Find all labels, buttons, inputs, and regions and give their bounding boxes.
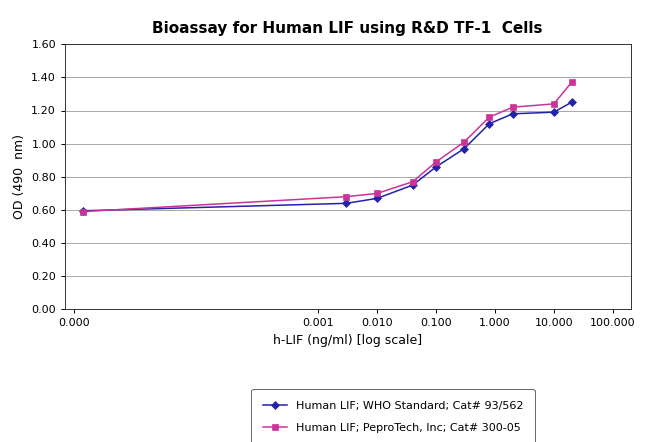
Human LIF; PeproTech, Inc; Cat# 300-05 [460, 139, 468, 145]
Human LIF; PeproTech, Inc; Cat# 300-05 [486, 114, 493, 120]
Y-axis label: OD (490  nm): OD (490 nm) [12, 134, 25, 219]
Human LIF; WHO Standard; Cat# 93/562 [373, 196, 381, 201]
Human LIF; WHO Standard; Cat# 93/562 [567, 99, 575, 105]
Human LIF; WHO Standard; Cat# 93/562 [432, 164, 440, 169]
Human LIF; PeproTech, Inc; Cat# 300-05 [79, 209, 86, 214]
Human LIF; PeproTech, Inc; Cat# 300-05 [550, 101, 558, 107]
Legend: Human LIF; WHO Standard; Cat# 93/562, Human LIF; PeproTech, Inc; Cat# 300-05: Human LIF; WHO Standard; Cat# 93/562, Hu… [252, 389, 534, 442]
Human LIF; PeproTech, Inc; Cat# 300-05 [343, 194, 350, 199]
Human LIF; WHO Standard; Cat# 93/562 [409, 183, 417, 188]
X-axis label: h-LIF (ng/ml) [log scale]: h-LIF (ng/ml) [log scale] [273, 334, 422, 347]
Human LIF; WHO Standard; Cat# 93/562 [343, 201, 350, 206]
Human LIF; WHO Standard; Cat# 93/562 [509, 111, 517, 116]
Line: Human LIF; WHO Standard; Cat# 93/562: Human LIF; WHO Standard; Cat# 93/562 [79, 99, 575, 214]
Human LIF; PeproTech, Inc; Cat# 300-05 [509, 104, 517, 110]
Human LIF; PeproTech, Inc; Cat# 300-05 [567, 80, 575, 85]
Title: Bioassay for Human LIF using R&D TF-1  Cells: Bioassay for Human LIF using R&D TF-1 Ce… [153, 21, 543, 36]
Human LIF; WHO Standard; Cat# 93/562 [550, 110, 558, 115]
Human LIF; PeproTech, Inc; Cat# 300-05 [409, 179, 417, 184]
Line: Human LIF; PeproTech, Inc; Cat# 300-05: Human LIF; PeproTech, Inc; Cat# 300-05 [79, 79, 575, 215]
Human LIF; PeproTech, Inc; Cat# 300-05 [432, 159, 440, 164]
Human LIF; PeproTech, Inc; Cat# 300-05 [373, 191, 381, 196]
Human LIF; WHO Standard; Cat# 93/562 [79, 208, 86, 213]
Human LIF; WHO Standard; Cat# 93/562 [460, 146, 468, 151]
Human LIF; WHO Standard; Cat# 93/562 [486, 121, 493, 126]
